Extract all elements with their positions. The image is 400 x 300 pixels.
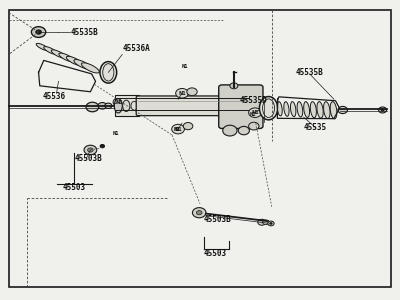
Text: 45536A: 45536A bbox=[122, 44, 150, 53]
Circle shape bbox=[31, 27, 46, 38]
Circle shape bbox=[36, 30, 41, 34]
Ellipse shape bbox=[114, 99, 122, 113]
Text: 45503B: 45503B bbox=[74, 154, 102, 164]
Text: 45535B: 45535B bbox=[70, 28, 98, 37]
Circle shape bbox=[100, 145, 104, 148]
Circle shape bbox=[86, 102, 99, 112]
Ellipse shape bbox=[131, 101, 138, 110]
Circle shape bbox=[113, 98, 126, 107]
FancyBboxPatch shape bbox=[136, 96, 250, 116]
Text: N1: N1 bbox=[174, 127, 182, 132]
Circle shape bbox=[196, 211, 202, 215]
Text: 45535D: 45535D bbox=[240, 96, 268, 105]
Ellipse shape bbox=[36, 44, 49, 51]
Ellipse shape bbox=[284, 102, 289, 116]
Circle shape bbox=[230, 83, 238, 89]
Text: N1: N1 bbox=[251, 110, 259, 115]
Ellipse shape bbox=[44, 46, 57, 54]
Circle shape bbox=[88, 148, 93, 152]
Ellipse shape bbox=[310, 102, 316, 118]
Text: 45503B: 45503B bbox=[204, 215, 232, 224]
Circle shape bbox=[187, 88, 197, 96]
Text: N1: N1 bbox=[182, 64, 188, 69]
Ellipse shape bbox=[297, 102, 303, 117]
Circle shape bbox=[84, 145, 97, 155]
Ellipse shape bbox=[51, 50, 66, 58]
Text: N1: N1 bbox=[178, 91, 186, 96]
Ellipse shape bbox=[66, 56, 82, 65]
Circle shape bbox=[378, 107, 386, 113]
Circle shape bbox=[98, 103, 107, 109]
Ellipse shape bbox=[317, 102, 323, 118]
Text: N1: N1 bbox=[112, 131, 119, 136]
Ellipse shape bbox=[290, 102, 296, 117]
Text: N1: N1 bbox=[174, 127, 180, 132]
Circle shape bbox=[238, 126, 250, 135]
Ellipse shape bbox=[82, 63, 99, 73]
FancyBboxPatch shape bbox=[219, 85, 263, 128]
Ellipse shape bbox=[100, 61, 117, 83]
Text: 45535: 45535 bbox=[304, 123, 327, 132]
Ellipse shape bbox=[59, 53, 74, 62]
Circle shape bbox=[192, 208, 206, 218]
Circle shape bbox=[176, 88, 188, 98]
Circle shape bbox=[172, 124, 184, 134]
Ellipse shape bbox=[324, 102, 330, 118]
Text: 45536: 45536 bbox=[42, 92, 66, 101]
Ellipse shape bbox=[304, 102, 310, 117]
Ellipse shape bbox=[259, 97, 278, 120]
Circle shape bbox=[262, 220, 269, 225]
Circle shape bbox=[249, 122, 259, 130]
Text: 45503: 45503 bbox=[62, 183, 86, 192]
Text: 45535B: 45535B bbox=[296, 68, 324, 77]
Bar bbox=[116, 95, 140, 116]
Circle shape bbox=[183, 122, 193, 130]
Ellipse shape bbox=[74, 59, 91, 69]
Circle shape bbox=[249, 108, 261, 118]
Circle shape bbox=[270, 223, 272, 224]
Circle shape bbox=[268, 221, 274, 226]
Circle shape bbox=[258, 219, 266, 225]
Text: 45503: 45503 bbox=[204, 248, 227, 257]
Circle shape bbox=[105, 103, 112, 109]
Ellipse shape bbox=[123, 100, 130, 112]
Circle shape bbox=[338, 106, 348, 114]
Text: N1: N1 bbox=[250, 112, 256, 117]
Ellipse shape bbox=[277, 102, 282, 116]
Ellipse shape bbox=[330, 102, 337, 119]
Circle shape bbox=[381, 109, 384, 111]
Text: N1: N1 bbox=[116, 100, 123, 105]
Circle shape bbox=[223, 125, 237, 136]
